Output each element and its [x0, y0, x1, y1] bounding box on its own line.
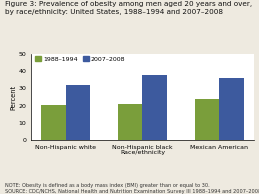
Bar	[118, 104, 142, 140]
Bar	[142, 75, 167, 140]
Text: SOURCE: CDC/NCHS, National Health and Nutrition Examination Survey III 1988–1994: SOURCE: CDC/NCHS, National Health and Nu…	[5, 189, 259, 194]
Y-axis label: Percent: Percent	[10, 84, 16, 110]
Text: by race/ethnicity: United States, 1988–1994 and 2007–2008: by race/ethnicity: United States, 1988–1…	[5, 9, 223, 15]
Bar	[66, 85, 90, 140]
Text: Figure 3: Prevalence of obesity among men aged 20 years and over,: Figure 3: Prevalence of obesity among me…	[5, 1, 252, 7]
Bar	[195, 99, 219, 140]
Bar	[219, 78, 244, 140]
Text: NOTE: Obesity is defined as a body mass index (BMI) greater than or equal to 30.: NOTE: Obesity is defined as a body mass …	[5, 183, 210, 188]
Bar	[41, 105, 66, 140]
Legend: 1988–1994, 2007–2008: 1988–1994, 2007–2008	[34, 56, 126, 62]
